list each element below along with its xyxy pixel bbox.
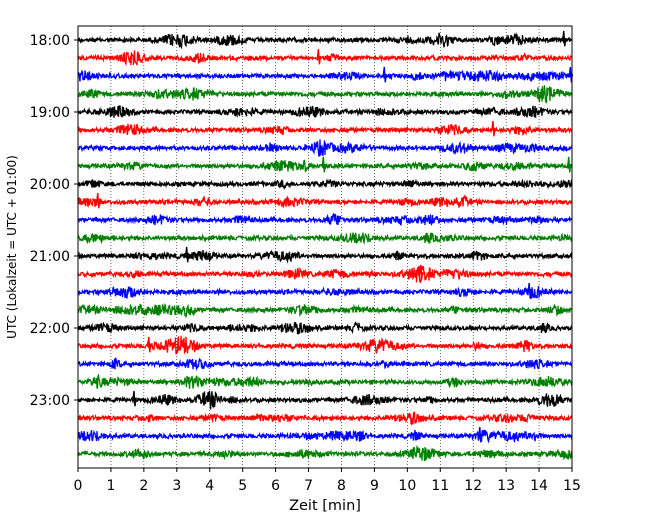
y-tick-label: 20:00	[30, 177, 70, 193]
trace-row	[77, 212, 573, 227]
trace-row	[77, 69, 573, 83]
x-axis-ticks: 0 1 2 3 4 5 6 7 8 9 10 11 12 13 14 15	[74, 468, 581, 494]
trace-row	[77, 232, 573, 245]
x-tick-label: 2	[139, 478, 148, 494]
plot-frame	[77, 25, 573, 469]
x-tick-label: 10	[398, 478, 416, 494]
x-tick-label: 8	[337, 478, 346, 494]
trace-row	[77, 335, 573, 355]
y-tick-label: 23:00	[30, 393, 70, 409]
event-spike	[567, 156, 572, 173]
trace-row	[77, 193, 573, 209]
seismic-traces	[77, 30, 574, 462]
y-tick-label: 22:00	[30, 321, 70, 337]
y-axis-label: UTC (Lokalzeit = UTC + 01:00)	[5, 155, 19, 339]
event-spike	[478, 426, 483, 443]
trace-row	[77, 50, 573, 67]
trace-row	[77, 32, 573, 50]
x-tick-label: 11	[431, 478, 449, 494]
trace-row	[77, 428, 573, 444]
trace-row	[77, 444, 573, 462]
event-spike	[562, 30, 567, 47]
x-tick-label: 7	[304, 478, 313, 494]
y-tick-label: 19:00	[30, 105, 70, 121]
x-tick-label: 6	[271, 478, 280, 494]
y-tick-label: 21:00	[30, 249, 70, 265]
y-tick-label: 18:00	[30, 33, 70, 49]
trace-row	[77, 123, 573, 137]
trace-row	[77, 373, 573, 389]
trace-row	[77, 390, 573, 410]
trace-row	[77, 249, 573, 264]
trace-row	[77, 357, 573, 372]
trace-row	[77, 85, 573, 104]
x-tick-label: 14	[530, 478, 548, 494]
event-spike	[527, 282, 532, 299]
event-spike	[316, 48, 322, 65]
x-tick-label: 15	[563, 478, 581, 494]
event-spike	[132, 390, 137, 407]
x-tick-label: 12	[464, 478, 482, 494]
trace-row	[77, 411, 573, 426]
x-tick-label: 9	[370, 478, 379, 494]
x-tick-label: 3	[172, 478, 181, 494]
x-tick-label: 4	[205, 478, 214, 494]
trace-row	[77, 178, 573, 190]
event-spike	[418, 264, 424, 281]
trace-row	[77, 105, 573, 119]
trace-row	[77, 321, 573, 335]
x-axis-label: Zeit [min]	[289, 498, 361, 514]
x-tick-label: 1	[106, 478, 115, 494]
event-spike	[184, 246, 190, 263]
event-spike	[491, 120, 496, 137]
event-spike	[321, 156, 327, 173]
x-tick-label: 0	[74, 478, 83, 494]
event-spike	[96, 192, 101, 209]
event-spike	[382, 66, 387, 83]
event-spike	[147, 336, 152, 353]
trace-row	[77, 265, 573, 284]
y-axis-ticks: 18:00 19:00 20:00 21:00 22:00 23:00	[30, 33, 78, 409]
trace-row	[77, 286, 573, 300]
x-tick-label: 5	[238, 478, 247, 494]
x-tick-label: 13	[497, 478, 515, 494]
trace-row	[77, 302, 573, 319]
trace-row	[77, 139, 573, 157]
